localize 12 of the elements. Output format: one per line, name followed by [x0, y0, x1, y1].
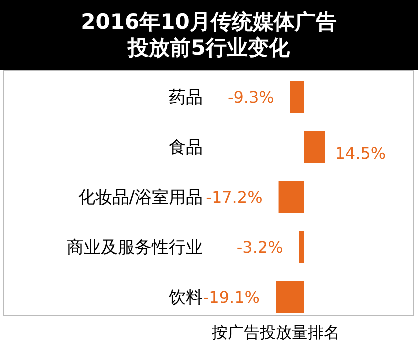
annotation: 按广告投放量排名: [212, 323, 340, 342]
y-tick-label: 食品: [169, 138, 203, 158]
data-label: -3.2%: [236, 238, 284, 257]
y-tick-label: 药品: [169, 88, 203, 108]
data-label: 14.5%: [335, 144, 386, 163]
y-tick-label: 饮料: [168, 288, 203, 308]
chart-title: 2016年10月传统媒体广告投放前5行业变化: [81, 10, 337, 60]
data-label: -17.2%: [206, 188, 263, 207]
data-label: -9.3%: [228, 88, 274, 107]
data-label: -19.1%: [203, 288, 260, 307]
y-tick-label: 化妆品/浴室用品: [78, 188, 203, 208]
y-tick-label: 商业及服务性行业: [67, 238, 203, 258]
